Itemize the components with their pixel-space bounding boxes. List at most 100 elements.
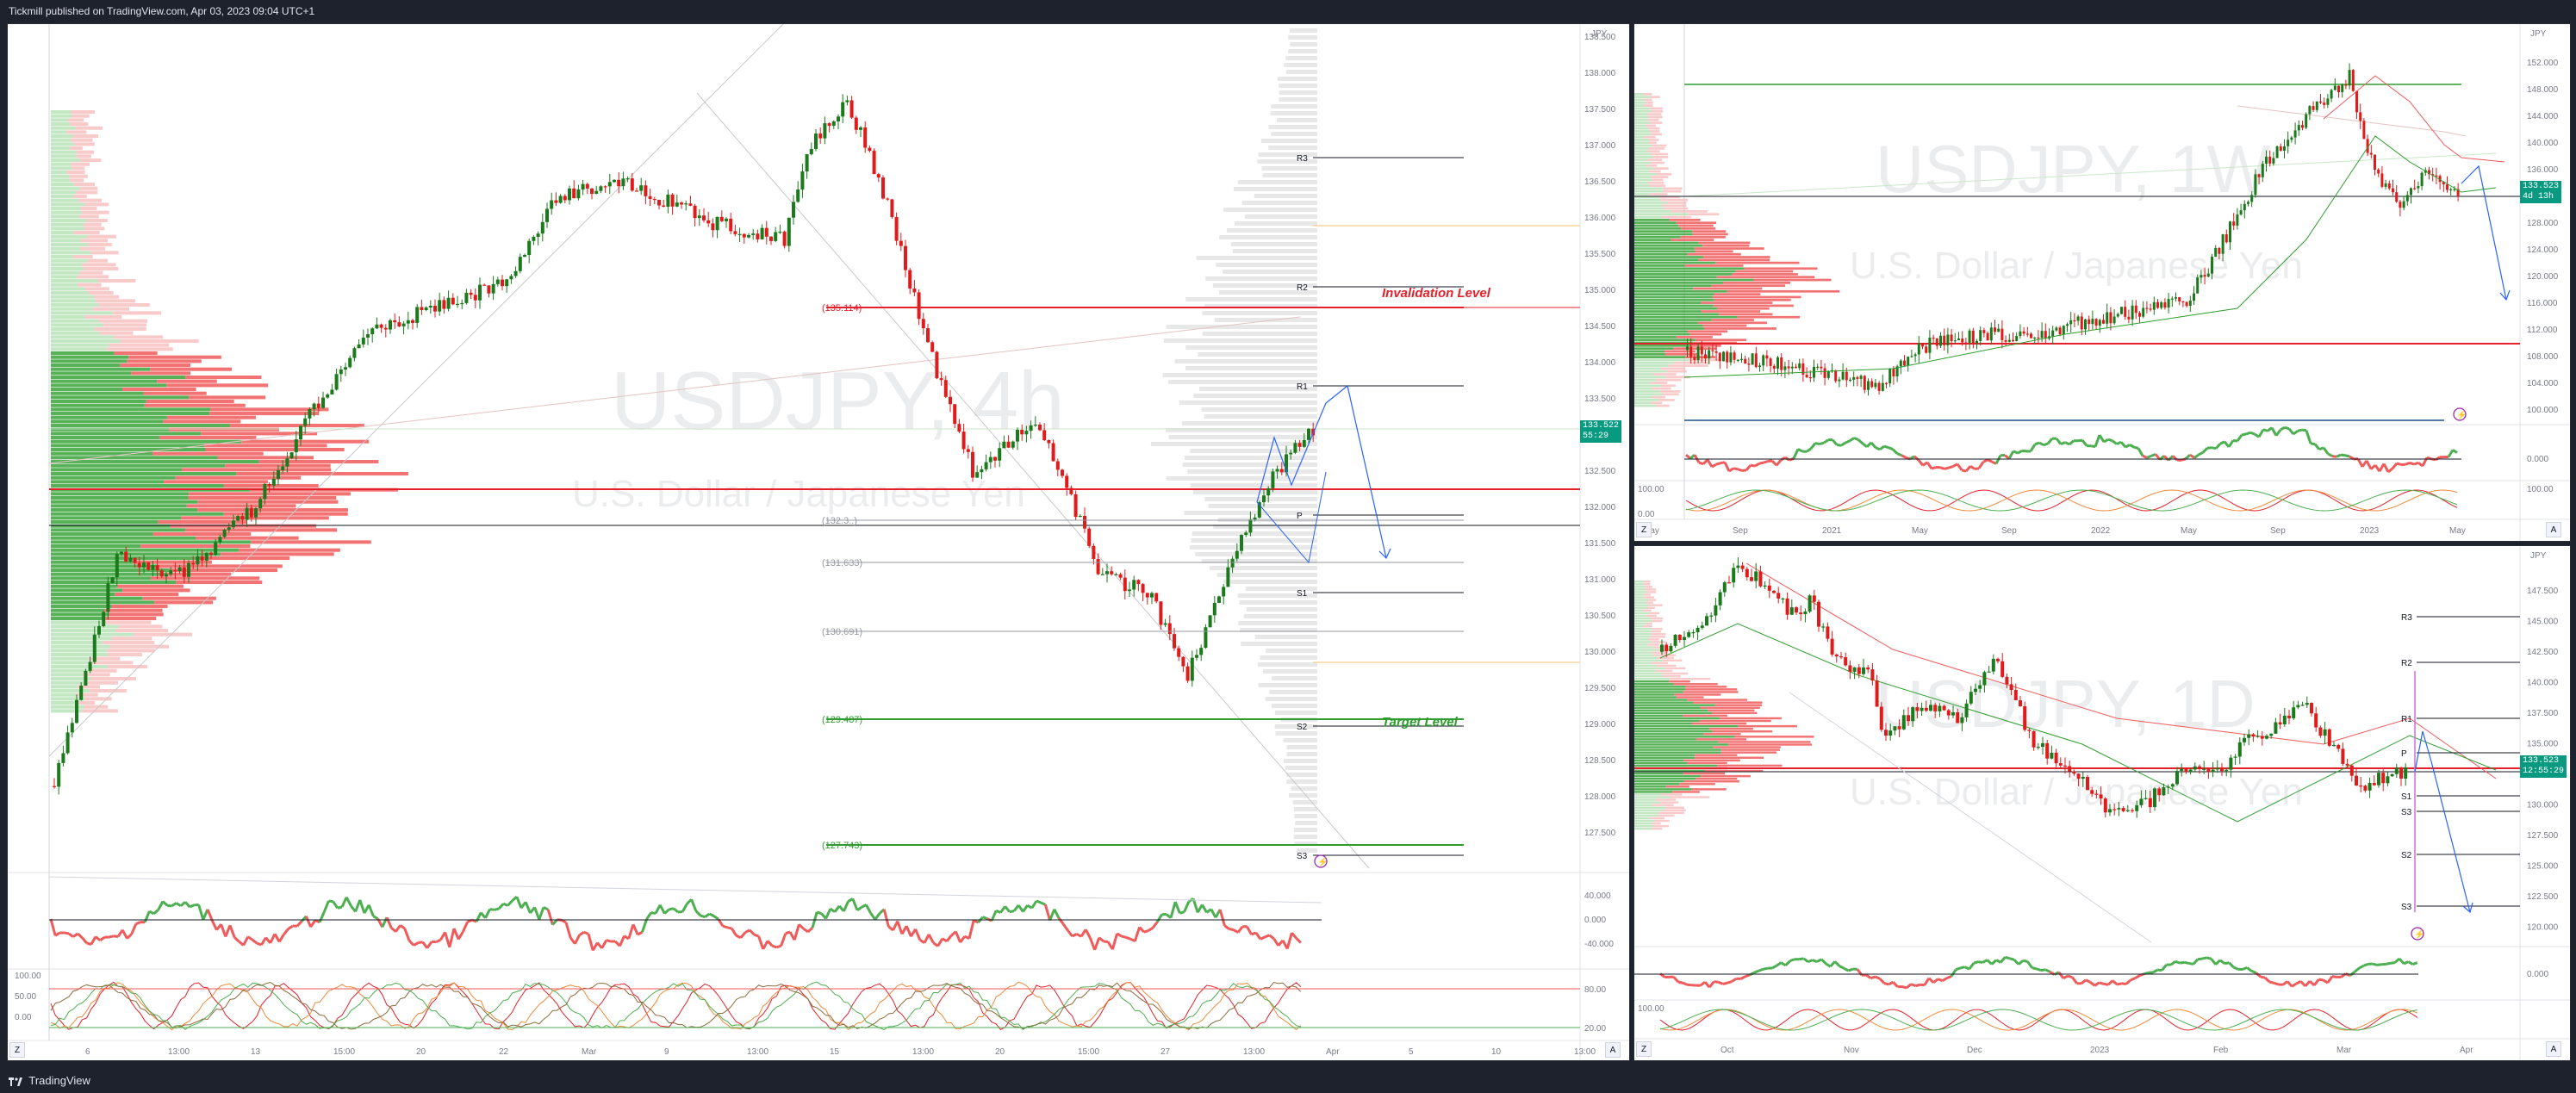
daily-candle [1808, 595, 1812, 612]
weekly-candle [2293, 130, 2297, 138]
daily-vp-sell [1646, 606, 1655, 609]
daily-vp-buy [1634, 659, 1664, 662]
main-candle [715, 216, 719, 231]
main-candle [1297, 443, 1302, 447]
main-rsi-segment [1148, 926, 1154, 932]
main-vp-buy [51, 367, 151, 371]
daily-vp-sell [1665, 806, 1684, 809]
weekly-candle [1744, 358, 1747, 364]
main-auto-button[interactable]: A [1605, 1042, 1621, 1058]
main-z-button[interactable]: Z [9, 1042, 25, 1058]
main-candle [518, 257, 522, 271]
main-vp-sell [70, 146, 83, 151]
weekly-rsi-segment [2249, 431, 2256, 436]
main-price-tick: 129.500 [1584, 684, 1616, 693]
main-rsi-segment [202, 909, 209, 921]
daily-rsi-segment [2161, 964, 2168, 972]
main-chart-svg[interactable]: USDJPY, 4hU.S. Dollar / Japanese YenR3R2… [8, 24, 1629, 1060]
main-candle [1136, 580, 1141, 585]
daily-chart-panel[interactable]: USDJPY, 1D U.S. Dollar / Japanese Yen R3 R2… [1633, 545, 2571, 1061]
tradingview-logo-icon[interactable]: TradingView [9, 1068, 90, 1093]
weekly-candle [2040, 331, 2044, 338]
daily-vp-buy [1634, 777, 1696, 780]
daily-candle [2162, 787, 2166, 796]
main-candle [670, 194, 675, 207]
weekly-rsi-segment [1711, 463, 1717, 469]
daily-candle [2224, 769, 2229, 772]
weekly-candle [2134, 305, 2137, 314]
daily-vp-buy [1634, 688, 1685, 691]
daily-auto-button[interactable]: A [2546, 1041, 2561, 1057]
weekly-candle [2348, 70, 2351, 86]
main-vp-buy [51, 512, 224, 516]
weekly-candle [1997, 328, 2000, 332]
main-vp-sell [121, 388, 196, 392]
daily-rsi-segment [2407, 960, 2414, 966]
daily-z-button[interactable]: Z [1636, 1041, 1652, 1057]
main-rsi-segment [1179, 910, 1185, 915]
weekly-vp-buy [1634, 239, 1671, 241]
weekly-vp-buy [1634, 227, 1682, 230]
daily-candle [2327, 729, 2331, 746]
main-vp-buy [51, 283, 78, 287]
daily-candle [2009, 684, 2013, 691]
main-rsi-segment [712, 915, 719, 921]
main-rsi-segment [1071, 933, 1078, 938]
main-rsi-segment [260, 936, 267, 946]
main-session-profile-bar [1204, 414, 1317, 419]
weekly-vp-buy [1634, 235, 1681, 239]
weekly-auto-button[interactable]: A [2546, 522, 2561, 537]
daily-candle [2349, 765, 2354, 776]
main-session-profile-bar [1288, 49, 1317, 53]
weekly-chart-panel[interactable]: USDJPY, 1W U.S. Dollar / Japanese Yen ⚡ 152… [1633, 23, 2571, 542]
weekly-candle [1740, 358, 1743, 360]
main-vp-sell [90, 668, 117, 673]
weekly-z-button[interactable]: Z [1636, 522, 1652, 537]
main-candle [120, 551, 123, 555]
daily-stoch-left-tick: 100.00 [1638, 1004, 1664, 1014]
daily-rsi-segment [2071, 976, 2078, 984]
main-vp-sell [205, 448, 345, 452]
daily-candle [1732, 568, 1736, 583]
main-rsi-segment [578, 930, 585, 936]
daily-vp-buy [1634, 691, 1683, 693]
weekly-candle [1729, 352, 1733, 363]
weekly-vp-buy [1634, 241, 1699, 245]
daily-candle [2399, 767, 2403, 779]
main-rsi-segment [152, 909, 159, 916]
main-time-tick: Apr [1326, 1047, 1340, 1057]
main-rsi-segment [385, 916, 393, 928]
main-vp-buy [51, 685, 78, 689]
weekly-candle [2012, 339, 2014, 341]
main-vp-sell [90, 677, 136, 681]
main-rsi-segment [184, 901, 191, 908]
main-price-tick: 133.500 [1584, 394, 1616, 404]
daily-candle [1718, 592, 1722, 605]
weekly-candle [2236, 214, 2239, 226]
weekly-time-tick: Sep [2001, 526, 2017, 536]
daily-rsi-segment [1968, 962, 1976, 971]
daily-candle [2180, 768, 2184, 772]
main-price-tick: 132.000 [1584, 503, 1616, 512]
main-price-tick: 134.500 [1584, 322, 1616, 332]
main-candle [97, 625, 101, 635]
daily-candle [2050, 752, 2054, 759]
daily-chart-svg[interactable]: USDJPY, 1DU.S. Dollar / Japanese YenR3R2… [1634, 546, 2570, 1060]
main-chart-panel[interactable]: USDJPY, 4h U.S. Dollar / Japanese Yen R3 R2… [7, 23, 1630, 1061]
main-vp-sell [73, 231, 100, 235]
main-rsi-segment [502, 902, 508, 907]
main-rsi-segment [314, 919, 320, 924]
weekly-vp-sell [1646, 158, 1663, 162]
weekly-chart-svg[interactable]: USDJPY, 1WU.S. Dollar / Japanese Yen⚡152… [1634, 24, 2570, 541]
weekly-stoch-line [1685, 489, 2458, 512]
weekly-rsi-segment [1952, 463, 1958, 468]
main-time-tick: 15:00 [1078, 1047, 1099, 1057]
main-candle [943, 380, 948, 397]
weekly-vp-sell [1702, 324, 1747, 327]
daily-vp-sell [1645, 586, 1653, 588]
main-vp-sell [83, 267, 119, 271]
main-candle [545, 208, 549, 222]
weekly-rsi-segment [2382, 463, 2390, 473]
main-vp-sell [103, 641, 155, 645]
main-vp-sell [78, 214, 99, 219]
